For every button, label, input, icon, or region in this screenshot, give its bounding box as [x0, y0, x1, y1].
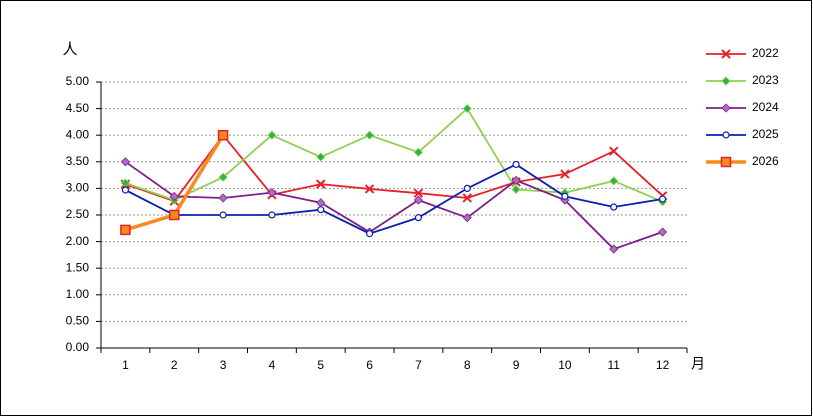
legend-label: 2025 — [752, 127, 779, 141]
x-tick-label: 9 — [513, 358, 520, 372]
data-point — [511, 184, 521, 195]
data-point — [609, 244, 619, 254]
data-point — [365, 230, 374, 238]
x-tick-label: 3 — [220, 358, 227, 372]
legend-marker — [721, 103, 731, 113]
y-tick-label: 1.00 — [66, 287, 90, 301]
data-point — [413, 188, 424, 198]
data-point — [219, 211, 227, 219]
y-tick-label: 2.50 — [66, 207, 90, 221]
x-tick-label: 7 — [415, 358, 422, 372]
data-point — [268, 211, 276, 219]
legend-marker — [722, 131, 730, 139]
y-tick-label: 5.00 — [66, 74, 90, 88]
data-point — [365, 130, 375, 140]
data-point — [120, 224, 131, 236]
data-point — [463, 184, 471, 192]
y-tick-label: 3.00 — [66, 181, 90, 195]
data-point — [413, 195, 423, 205]
x-tick-label: 10 — [558, 358, 572, 372]
legend-label: 2022 — [752, 46, 779, 60]
data-point — [560, 169, 570, 179]
data-point — [658, 227, 668, 237]
data-point — [267, 188, 277, 198]
series-line — [124, 161, 663, 251]
data-point — [658, 195, 667, 203]
y-axis-label: 人 — [62, 41, 77, 58]
data-point — [609, 176, 619, 186]
x-tick-label: 6 — [366, 358, 373, 372]
data-point — [462, 104, 472, 114]
y-tick-label: 0.00 — [66, 340, 90, 354]
legend-label: 2023 — [752, 73, 779, 87]
data-point — [610, 203, 618, 211]
x-tick-label: 2 — [171, 358, 178, 372]
x-tick-label: 4 — [269, 358, 276, 372]
y-tick-label: 1.50 — [66, 260, 90, 274]
data-point — [609, 146, 619, 156]
x-axis-label: 月 — [691, 356, 705, 372]
data-point — [462, 193, 472, 203]
data-point — [512, 160, 520, 169]
series-line — [125, 163, 663, 235]
data-point — [561, 192, 569, 200]
data-point — [169, 191, 179, 201]
data-point — [364, 184, 375, 194]
x-tick-label: 8 — [464, 358, 471, 372]
x-tick-label: 11 — [608, 358, 621, 372]
y-tick-label: 4.50 — [66, 101, 90, 115]
y-tick-label: 3.50 — [66, 154, 90, 168]
legend-label: 2026 — [752, 154, 779, 168]
legend-label: 2024 — [752, 100, 779, 114]
legend-marker — [720, 156, 732, 168]
y-tick-label: 0.50 — [66, 314, 90, 328]
data-point — [462, 213, 472, 223]
data-point — [316, 152, 326, 162]
x-tick-label: 12 — [656, 358, 670, 372]
data-point — [511, 175, 521, 185]
y-tick-label: 4.00 — [66, 127, 90, 141]
data-point — [414, 214, 423, 222]
legend-marker — [721, 49, 731, 59]
data-point — [120, 157, 130, 167]
series-line — [125, 107, 663, 203]
legend-marker — [721, 76, 731, 86]
data-point — [169, 209, 180, 221]
x-tick-label: 5 — [317, 358, 324, 372]
x-tick-label: 1 — [122, 358, 129, 372]
data-point — [267, 130, 277, 140]
y-tick-label: 2.00 — [66, 234, 90, 248]
data-point — [317, 206, 325, 214]
data-point — [316, 179, 326, 189]
data-point — [218, 172, 228, 182]
data-point — [121, 186, 130, 194]
data-point — [218, 193, 228, 203]
data-point — [217, 129, 229, 141]
data-point — [413, 147, 423, 157]
